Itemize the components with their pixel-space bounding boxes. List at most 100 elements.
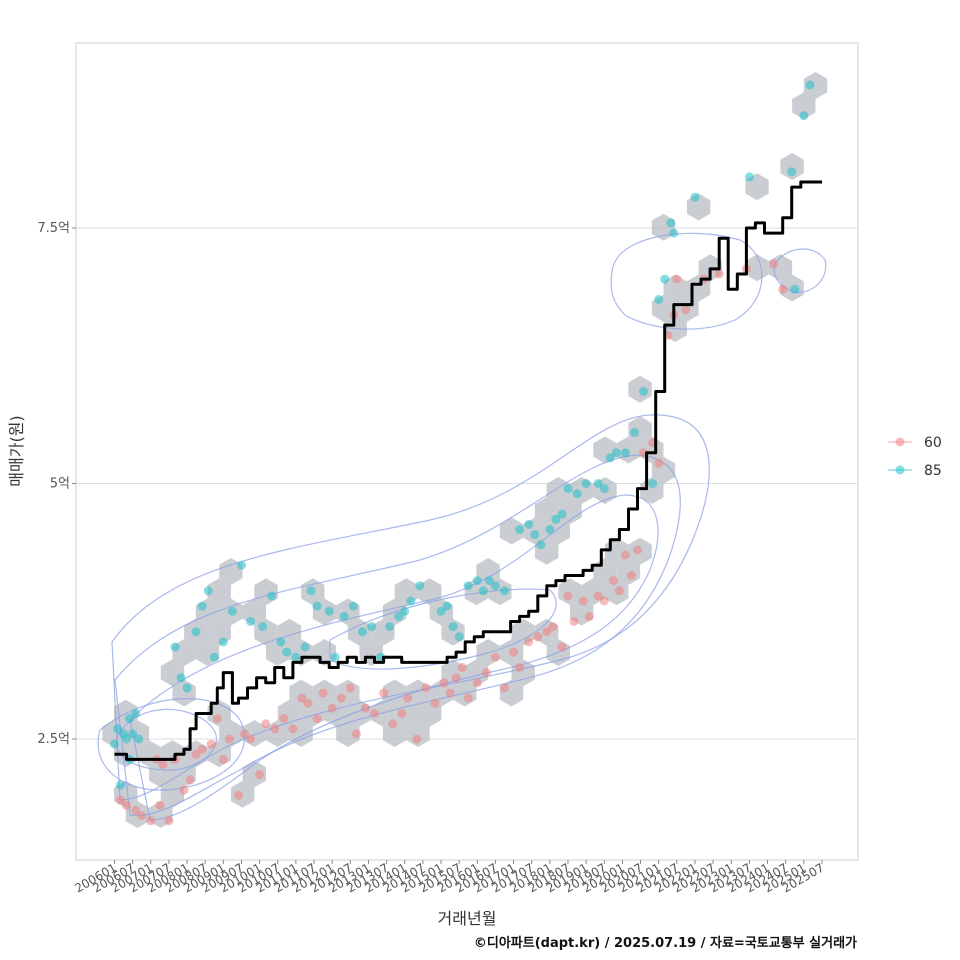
- point-85-76: [799, 111, 809, 121]
- point-85-63: [605, 453, 615, 463]
- point-85-61: [593, 479, 603, 488]
- point-85-17: [218, 637, 228, 647]
- point-60-75: [672, 274, 682, 284]
- point-60-15: [212, 714, 222, 724]
- point-60-27: [303, 698, 313, 708]
- point-60-18: [234, 790, 243, 800]
- point-85-10: [170, 642, 180, 652]
- point-60-47: [463, 693, 473, 703]
- point-60-65: [608, 576, 618, 586]
- point-60-32: [345, 683, 355, 693]
- y-axis: 2.5억 5억 7.5억: [37, 221, 76, 747]
- hex-bin: [207, 578, 231, 606]
- y-tick-label-2: 7.5억: [37, 221, 70, 236]
- point-60-13: [197, 744, 207, 754]
- point-60-66: [614, 586, 624, 596]
- point-60-33: [351, 729, 361, 739]
- point-60-30: [327, 703, 337, 713]
- point-85-3: [122, 734, 132, 744]
- point-60-1: [122, 800, 132, 810]
- point-85-49: [490, 581, 500, 591]
- point-85-78: [790, 284, 800, 294]
- hex-bin: [803, 72, 828, 99]
- point-60-56: [542, 627, 552, 637]
- hex-bin: [382, 720, 407, 747]
- hex-bin: [780, 153, 804, 180]
- point-85-18: [227, 606, 237, 616]
- point-60-20: [246, 734, 256, 744]
- grid-lines: [76, 227, 858, 740]
- point-85-45: [463, 581, 473, 591]
- legend-label-85: 85: [924, 463, 942, 479]
- hex-bin: [382, 679, 407, 707]
- point-85-51: [515, 525, 525, 534]
- point-85-46: [472, 576, 482, 586]
- point-60-80: [769, 259, 779, 269]
- point-60-39: [403, 693, 413, 703]
- point-60-68: [627, 571, 636, 580]
- point-60-5: [155, 800, 165, 810]
- point-85-58: [563, 484, 573, 494]
- legend-key-85: [895, 465, 905, 475]
- hex-bin: [336, 720, 360, 747]
- x-axis-title: 거래년월: [438, 909, 497, 928]
- hex-bin: [745, 254, 769, 282]
- point-60-22: [261, 719, 271, 729]
- point-85-31: [339, 611, 349, 621]
- point-60-59: [563, 591, 573, 601]
- hex-bin: [406, 720, 430, 747]
- point-85-41: [436, 606, 446, 616]
- point-60-41: [421, 683, 431, 693]
- point-85-30: [330, 652, 340, 662]
- point-60-51: [500, 683, 509, 693]
- point-60-72: [654, 458, 664, 468]
- contour-2: [129, 494, 659, 821]
- point-60-10: [179, 785, 189, 795]
- hex-bin: [219, 720, 243, 747]
- hex-bin: [242, 760, 266, 788]
- point-85-24: [282, 647, 292, 657]
- point-60-38: [397, 709, 407, 718]
- y-tick-label-0: 2.5억: [37, 732, 70, 747]
- point-60-17: [224, 734, 234, 744]
- point-60-19: [240, 729, 249, 739]
- point-60-28: [312, 714, 322, 724]
- contour-5: [329, 588, 557, 670]
- point-85-53: [530, 530, 540, 540]
- point-85-50: [500, 586, 509, 596]
- point-85-62: [599, 484, 609, 494]
- point-60-29: [318, 688, 328, 698]
- point-60-3: [137, 811, 147, 821]
- point-85-5: [128, 729, 138, 739]
- point-60-43: [439, 678, 449, 688]
- point-60-50: [490, 652, 500, 662]
- point-85-52: [524, 519, 534, 529]
- point-85-34: [367, 622, 376, 632]
- point-60-49: [481, 668, 491, 678]
- hex-bin: [394, 699, 418, 727]
- hex-bin: [476, 558, 500, 585]
- hex-bin: [663, 274, 687, 302]
- trend-line-path: [114, 180, 822, 761]
- point-85-69: [654, 295, 664, 304]
- point-85-33: [357, 627, 367, 637]
- hex-bin: [558, 578, 582, 606]
- hex-bin: [149, 760, 173, 788]
- point-85-59: [572, 489, 582, 499]
- point-60-62: [584, 611, 594, 621]
- point-60-4: [146, 816, 156, 826]
- plot-panel: [75, 42, 859, 861]
- point-85-64: [611, 448, 621, 458]
- hex-bin: [266, 639, 290, 666]
- legend: 60 85: [888, 435, 942, 479]
- point-85-39: [406, 596, 416, 606]
- point-85-4: [125, 714, 135, 724]
- point-85-60: [581, 479, 591, 488]
- point-85-28: [312, 601, 322, 611]
- point-85-29: [324, 606, 334, 616]
- point-85-21: [258, 622, 268, 632]
- point-60-78: [714, 269, 724, 279]
- point-85-40: [415, 581, 425, 591]
- point-85-15: [203, 586, 213, 596]
